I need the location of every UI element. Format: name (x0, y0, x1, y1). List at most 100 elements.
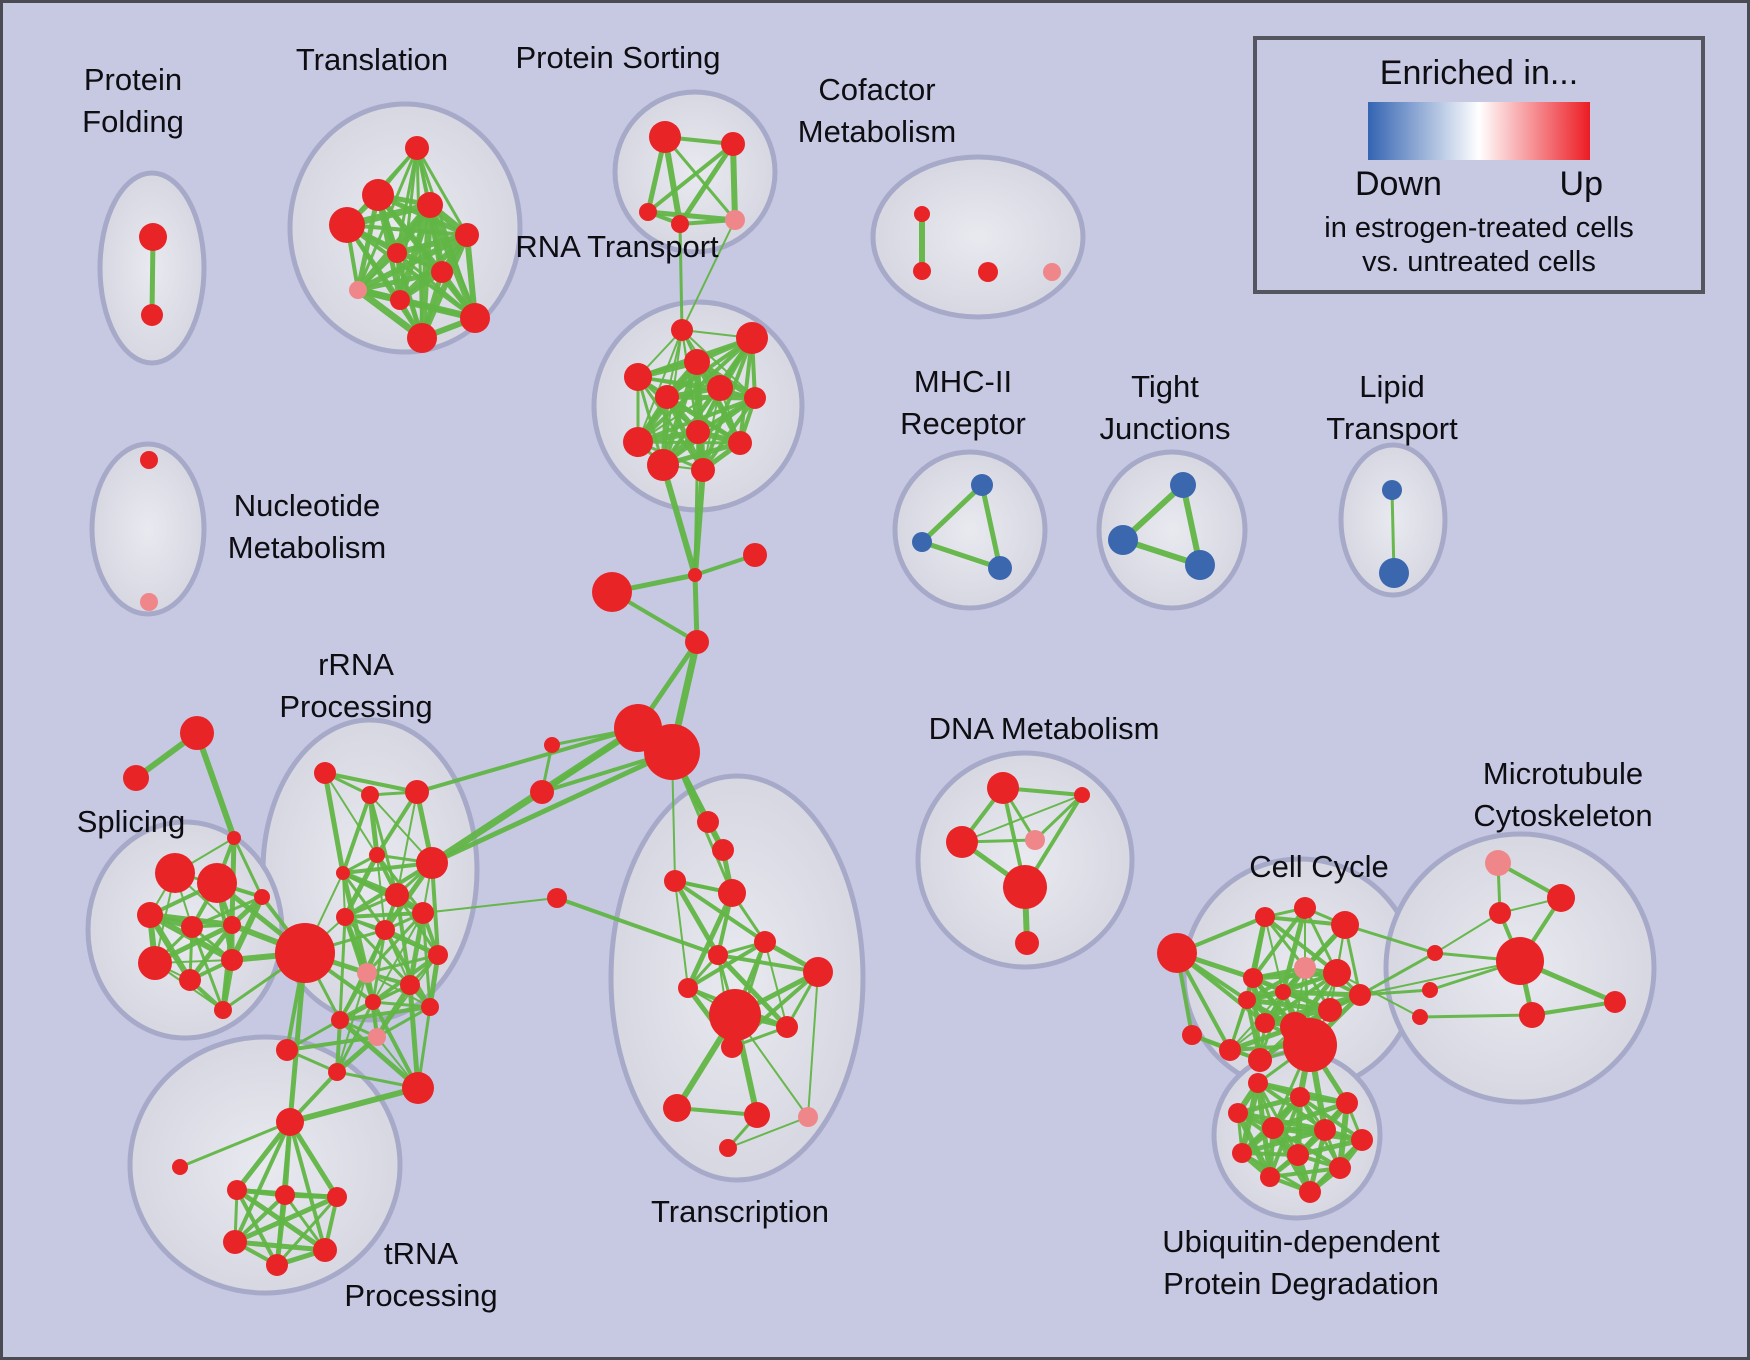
legend-down-label: Down (1355, 165, 1442, 203)
gene-set-node (1336, 1092, 1358, 1114)
gene-set-node (412, 902, 434, 924)
gene-set-node (1232, 1143, 1252, 1163)
gene-set-node (707, 375, 733, 401)
gene-set-node (266, 1254, 288, 1276)
gene-set-node (1485, 850, 1511, 876)
legend-subtitle: in estrogen-treated cells vs. untreated … (1324, 211, 1634, 279)
network-edge (383, 928, 432, 1009)
cluster-label-nucleotide-metabolism: Nucleotide Metabolism (228, 488, 387, 565)
gene-set-node (1182, 1025, 1202, 1045)
gene-set-node (1294, 957, 1316, 979)
network-edge (1237, 1094, 1301, 1116)
gene-set-node (803, 957, 833, 987)
network-edge (375, 790, 419, 857)
gene-set-node (1157, 933, 1197, 973)
gene-set-node (649, 121, 681, 153)
cluster-label-rna-transport: RNA Transport (515, 229, 719, 264)
cluster-label-microtubule-cytoskeleton: Microtubule Cytoskeleton (1473, 756, 1652, 833)
network-edge (346, 223, 468, 237)
gene-set-node (1314, 1119, 1336, 1141)
network-edge (338, 1018, 420, 1090)
gene-set-node (140, 593, 158, 611)
gene-set-node (1025, 830, 1045, 850)
network-edge (807, 971, 819, 1118)
gene-set-node (1248, 1048, 1272, 1072)
gene-set-node (1262, 1117, 1284, 1139)
cluster-label-splicing: Splicing (77, 804, 186, 839)
network-edge (341, 872, 387, 931)
gene-set-node (421, 998, 439, 1016)
legend-gradient-bar (1368, 102, 1590, 160)
gene-set-node (365, 994, 381, 1010)
gene-set-node (1351, 1129, 1373, 1151)
gene-set-node (725, 210, 745, 230)
gene-set-node (691, 458, 715, 482)
gene-set-node (428, 945, 448, 965)
legend-title: Enriched in... (1379, 54, 1579, 92)
gene-set-node (1238, 991, 1256, 1009)
network-edge (681, 329, 756, 399)
cluster-label-lipid-transport: Lipid Transport (1326, 369, 1458, 446)
gene-set-node (431, 261, 453, 283)
network-edge (556, 896, 719, 957)
network-edge (357, 269, 443, 293)
cluster-label-mhc-ii-receptor: MHC-II Receptor (900, 364, 1026, 441)
network-edge (191, 895, 263, 929)
network-edge (1434, 912, 1501, 954)
gene-set-node (1290, 1087, 1310, 1107)
gene-set-node (987, 772, 1019, 804)
gene-set-node (349, 281, 367, 299)
gene-set-node (712, 839, 734, 861)
network-edge (235, 1120, 292, 1192)
gene-set-node (137, 902, 163, 928)
network-edge (288, 1121, 327, 1251)
cluster-label-ubiquitin-degradation: Ubiquitin-dependent Protein Degradation (1162, 1224, 1440, 1301)
network-edge (764, 941, 788, 1028)
gene-set-node (684, 349, 710, 375)
gene-set-node (688, 568, 702, 582)
gene-set-node (1294, 897, 1316, 919)
legend-box: Enriched in... Down Up in estrogen-treat… (1253, 36, 1705, 294)
gene-set-node (744, 387, 766, 409)
network-edge (194, 732, 237, 839)
gene-set-node (180, 716, 214, 750)
network-edge (335, 1001, 375, 1073)
cluster-label-tight-junctions: Tight Junctions (1100, 369, 1231, 446)
network-edge (188, 923, 234, 982)
gene-set-node (914, 206, 930, 222)
gene-set-node (1382, 480, 1402, 500)
gene-set-node (1260, 1167, 1280, 1187)
gene-set-node (1422, 982, 1438, 998)
network-edge (1269, 1166, 1341, 1179)
gene-set-node (1108, 525, 1138, 555)
gene-set-node (223, 1230, 247, 1254)
network-edge (430, 749, 674, 866)
gene-set-node (254, 889, 270, 905)
network-edge (660, 464, 698, 576)
network-edge (339, 1005, 431, 1022)
network-edge (1419, 1013, 1533, 1019)
cluster-ellipse-nucleotide-metabolism (89, 441, 207, 617)
network-edge (1344, 923, 1436, 955)
gene-set-node (1318, 998, 1342, 1022)
cluster-label-dna-metabolism: DNA Metabolism (929, 711, 1160, 746)
network-edge (921, 539, 1001, 571)
gene-set-node (361, 786, 379, 804)
gene-set-node (179, 969, 201, 991)
gene-set-node (313, 1238, 337, 1262)
gene-set-node (227, 831, 241, 845)
gene-set-node (1074, 787, 1090, 803)
gene-set-node (1349, 984, 1371, 1006)
legend-endpoint-labels: Down Up (1355, 165, 1603, 204)
network-edge (324, 772, 378, 856)
gene-set-node (1185, 550, 1215, 580)
gene-set-node (357, 963, 377, 983)
gene-set-node (387, 243, 407, 263)
gene-set-node (1043, 263, 1061, 281)
network-edge (344, 911, 424, 919)
legend-up-label: Up (1559, 165, 1603, 203)
gene-set-node (1329, 1157, 1351, 1179)
network-edge (345, 223, 477, 320)
gene-set-node (181, 916, 203, 938)
